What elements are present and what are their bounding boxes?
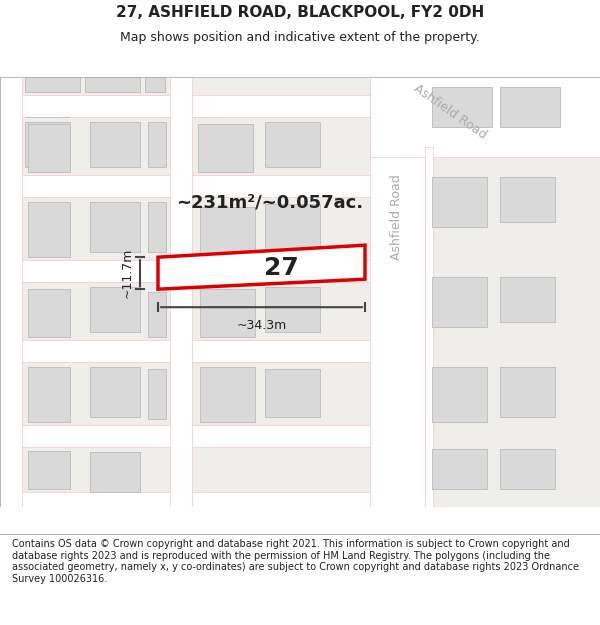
Bar [265,122,320,167]
Bar [432,449,487,489]
Bar [0,425,370,448]
Bar [500,367,555,418]
Bar [90,202,140,252]
Bar [28,124,70,172]
Text: Ashfield Road: Ashfield Road [391,174,404,260]
Bar [25,77,80,92]
Text: Map shows position and indicative extent of the property.: Map shows position and indicative extent… [120,31,480,44]
Bar [198,124,253,172]
Bar [0,260,370,282]
Bar [28,202,70,258]
Bar [0,77,22,508]
Bar [200,289,255,338]
Bar [265,288,320,332]
Bar [432,177,487,227]
Bar [90,367,140,418]
Bar [0,175,370,198]
Bar [0,340,370,362]
Bar [370,77,425,508]
Text: ~231m²/~0.057ac.: ~231m²/~0.057ac. [176,193,364,211]
Bar [148,202,166,252]
Text: Contains OS data © Crown copyright and database right 2021. This information is : Contains OS data © Crown copyright and d… [12,539,579,584]
Bar [432,367,487,423]
Bar [0,95,370,118]
Bar [200,208,255,258]
Bar [90,122,140,167]
Bar [500,177,555,222]
Text: 27, ASHFIELD ROAD, BLACKPOOL, FY2 0DH: 27, ASHFIELD ROAD, BLACKPOOL, FY2 0DH [116,5,484,20]
Text: ~11.7m: ~11.7m [121,248,134,298]
Polygon shape [158,245,365,289]
Bar [500,87,560,128]
Bar [170,77,192,508]
Bar [148,122,166,167]
Bar [148,292,166,338]
Bar [370,77,600,157]
Bar [265,204,320,252]
Bar [265,369,320,418]
Bar [200,367,255,423]
Text: 27: 27 [264,256,299,280]
Bar [90,452,140,493]
Bar [0,492,370,508]
Bar [500,278,555,322]
Bar [90,288,140,332]
Bar [28,451,70,489]
Bar [28,367,70,423]
Bar [432,87,492,128]
Bar [148,369,166,419]
Bar [425,147,433,508]
Bar [28,289,70,338]
Bar [432,278,487,328]
Bar [25,122,70,167]
Text: Ashfield Road: Ashfield Road [411,82,489,142]
Text: ~34.3m: ~34.3m [236,319,287,332]
Bar [85,77,140,92]
Bar [500,449,555,489]
Bar [145,77,165,92]
